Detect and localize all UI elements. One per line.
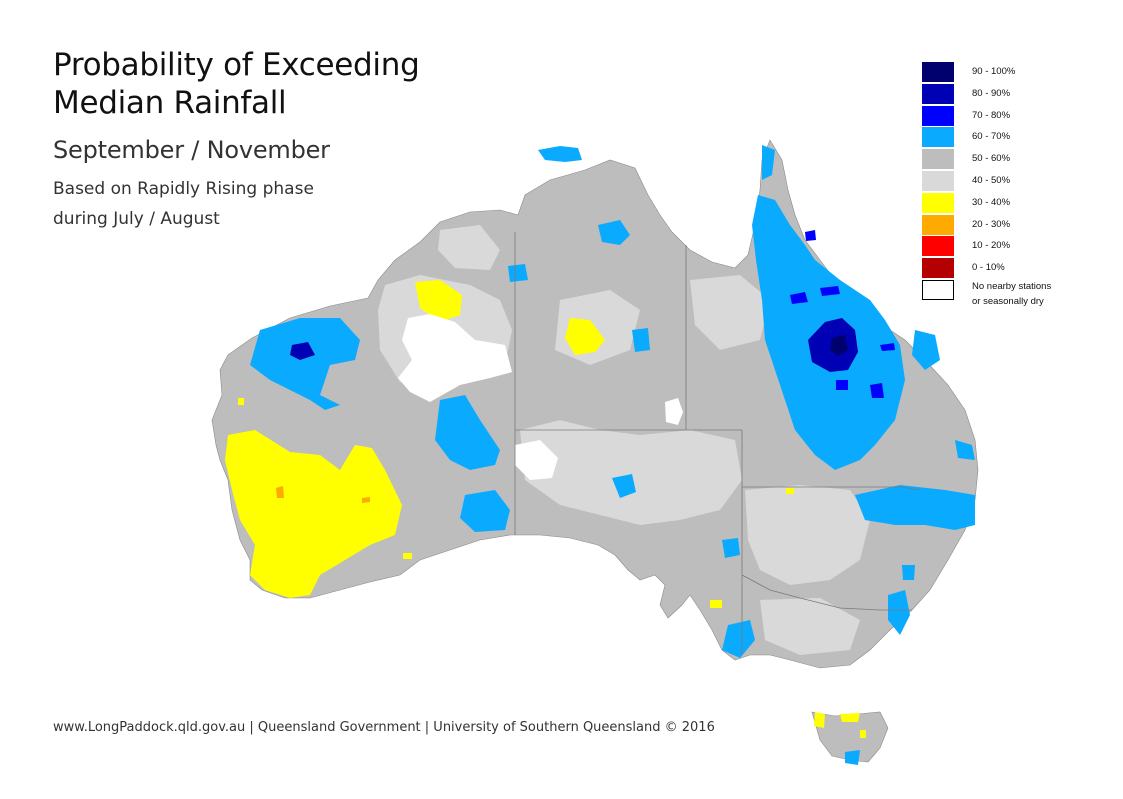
legend-swatch <box>922 192 954 213</box>
legend-label: 10 - 20% <box>972 240 1011 252</box>
blue-60-70-regions <box>250 145 975 765</box>
subtitle: September / November <box>53 136 330 164</box>
phase-note: Based on Rapidly Rising phase during Jul… <box>53 174 419 234</box>
legend-swatch <box>922 149 954 170</box>
legend-swatch <box>922 62 954 82</box>
legend-item: 30 - 40% <box>922 192 1072 215</box>
legend-label: 70 - 80% <box>972 109 1011 121</box>
legend-item: 70 - 80% <box>922 105 1072 128</box>
title-line-2: Median Rainfall <box>53 85 287 121</box>
blue-90-100-region <box>830 335 848 356</box>
legend-label: 20 - 30% <box>972 218 1011 230</box>
title-line-1: Probability of Exceeding <box>53 47 420 83</box>
legend-swatch <box>922 279 954 300</box>
legend-item: 0 - 10% <box>922 258 1072 280</box>
legend-swatch <box>922 127 954 148</box>
state-borders <box>514 232 921 655</box>
legend-item: 50 - 60% <box>922 149 1072 171</box>
no-data-regions <box>398 314 683 480</box>
legend-label: 60 - 70% <box>972 131 1011 143</box>
legend-label: 80 - 90% <box>972 87 1011 99</box>
legend-swatch <box>922 170 954 191</box>
legend: 90 - 100% 80 - 90% 70 - 80% 60 - 70% 50 - 60… <box>922 62 1072 307</box>
legend-label: 90 - 100% <box>972 66 1016 77</box>
legend-label: 0 - 10% <box>972 262 1005 274</box>
legend-item-no-data: No nearby stations or seasonally dry <box>922 279 1072 307</box>
legend-label: 30 - 40% <box>972 196 1011 208</box>
blue-70-80-regions <box>790 230 895 398</box>
legend-swatch <box>922 83 954 104</box>
footer-credits: www.LongPaddock.qld.gov.au | Queensland … <box>53 720 715 735</box>
legend-item: 10 - 20% <box>922 236 1072 258</box>
title-block: Probability of Exceeding Median Rainfall… <box>53 46 420 234</box>
legend-label: 50 - 60% <box>972 153 1011 165</box>
legend-label: 40 - 50% <box>972 174 1011 186</box>
orange-20-30-regions <box>276 486 370 503</box>
legend-label-no-data: No nearby stations or seasonally dry <box>972 279 1051 309</box>
no-data-line-2: or seasonally dry <box>972 295 1044 307</box>
legend-swatch <box>922 258 954 279</box>
legend-item: 60 - 70% <box>922 127 1072 149</box>
phase-note-line-2: during July / August <box>53 209 220 229</box>
phase-note-line-1: Based on Rapidly Rising phase <box>53 179 314 199</box>
no-data-line-1: No nearby stations <box>972 280 1052 292</box>
legend-item: 90 - 100% <box>922 62 1072 84</box>
yellow-30-40-regions <box>225 280 866 738</box>
legend-swatch <box>922 214 954 235</box>
legend-swatch <box>922 105 954 126</box>
legend-item: 40 - 50% <box>922 170 1072 193</box>
legend-item: 80 - 90% <box>922 83 1072 106</box>
legend-item: 20 - 30% <box>922 214 1072 237</box>
legend-swatch <box>922 236 954 257</box>
